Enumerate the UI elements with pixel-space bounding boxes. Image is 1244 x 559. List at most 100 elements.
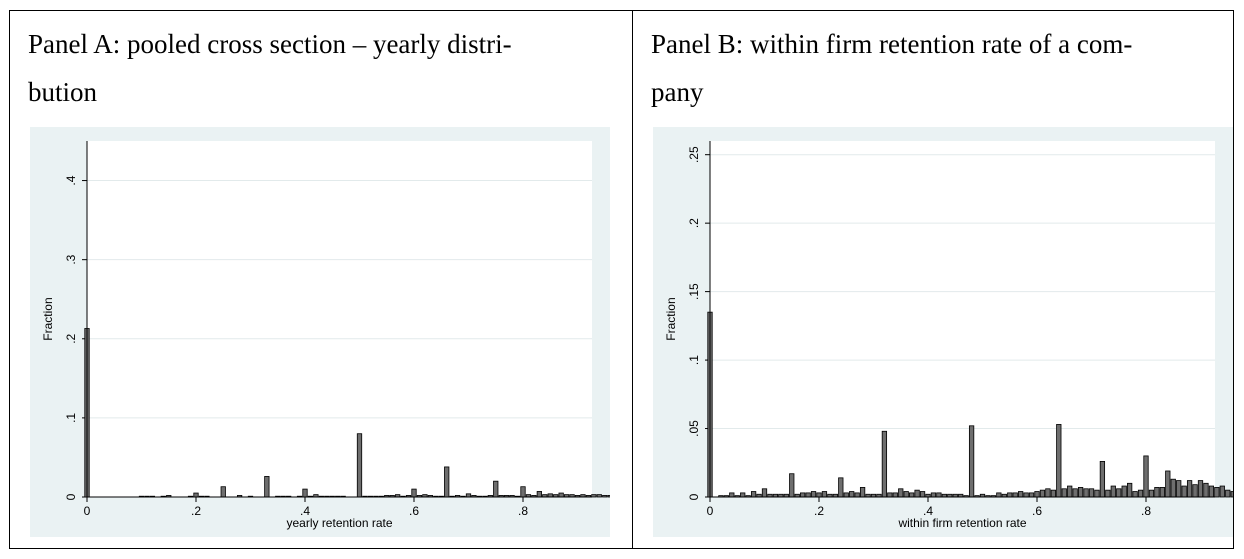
panel-b-bar (1176, 480, 1182, 498)
panel-a-y-tick-label: .4 (64, 175, 78, 185)
panel-b: Panel B: within firm retention rate of a… (633, 11, 1233, 548)
panel-b-bar (1007, 492, 1013, 498)
panel-b-bar (936, 492, 942, 498)
panel-b-bar (1197, 480, 1204, 498)
panel-b-bar (1137, 489, 1144, 498)
panel-b-bar (1170, 478, 1176, 498)
panel-b-bar (919, 491, 926, 498)
panel-b-y-tick-label: .25 (687, 146, 701, 163)
panel-b-bar (1072, 488, 1078, 498)
panel-b-caption-line2: pany (651, 77, 704, 107)
panel-a-bar (493, 480, 499, 498)
panel-b-bar (1208, 485, 1215, 498)
panel-b-bar (881, 430, 888, 498)
panel-b-bar (1159, 487, 1165, 498)
panel-b-y-tick-label: .15 (687, 283, 701, 300)
panel-b-x-tick-label: .2 (814, 504, 824, 518)
panel-b-x-tick-label: .6 (1032, 504, 1042, 518)
panel-b-bar (968, 425, 975, 498)
panel-a-y-tick-label: .1 (64, 413, 78, 423)
panel-a-bar (602, 495, 608, 498)
panel-b-x-tick-label: .4 (923, 504, 933, 518)
panel-a-y-axis-title: Fraction (41, 297, 55, 340)
panel-b-bar (887, 492, 893, 498)
panel-b-bar (740, 492, 746, 498)
panel-b-bar (1099, 460, 1106, 498)
panel-b-bar (843, 492, 849, 498)
panel-b-bar (816, 492, 822, 498)
panel-a-caption: Panel A: pooled cross section – yearly d… (28, 20, 608, 116)
panel-b-bar (1230, 491, 1233, 498)
panel-b-bar (1105, 489, 1111, 498)
panel-b-bar (805, 492, 811, 498)
panel-b-bar (1214, 487, 1220, 498)
panel-b-bar (859, 487, 866, 498)
panel-a-y-tick-label: 0 (64, 493, 78, 500)
panel-b-bar (789, 473, 795, 498)
panel-b-bar (1083, 488, 1089, 498)
panel-b-bar (750, 491, 757, 498)
panel-b-bar (849, 491, 855, 498)
panel-a-bar (302, 488, 308, 498)
panel-b-bar (1181, 485, 1187, 498)
panel-b-bar (892, 492, 898, 498)
panel-b-bar (838, 477, 844, 498)
panel-b-bar (1192, 484, 1198, 498)
panel-divider (632, 11, 633, 548)
panel-a-bar (591, 494, 597, 498)
panel-a-bar (558, 492, 564, 498)
panel-b-bar (854, 492, 860, 498)
panel-b-bar (1186, 480, 1193, 498)
panel-a-x-tick-label: 0 (84, 504, 91, 518)
panel-a-bar (220, 486, 226, 498)
panel-b-bar (1116, 488, 1122, 498)
panel-b-bar (1088, 488, 1095, 498)
panel-b-bar (1143, 455, 1149, 498)
panel-b-caption-line1: Panel B: within firm retention rate of a… (651, 29, 1133, 59)
panel-b-y-tick-label: .05 (687, 420, 701, 437)
panel-b-y-axis-title: Fraction (664, 297, 678, 340)
panel-b-bar (1110, 485, 1116, 498)
panel-b-y-tick-label: .2 (687, 218, 701, 228)
panel-b-bar (909, 492, 915, 498)
panel-b-x-axis-title: within firm retention rate (897, 516, 1026, 530)
panel-a-plot-area (87, 141, 592, 497)
panel-b-bar (810, 491, 817, 498)
panel-b-bar (1225, 489, 1231, 498)
panel-b-y-tick-label: 0 (687, 493, 701, 500)
panel-b-bar (1132, 491, 1138, 498)
panel-b-bar (821, 491, 828, 498)
panel-b-bar (1056, 424, 1062, 498)
panel-a-x-tick-label: .6 (409, 504, 419, 518)
panel-b-bar (729, 492, 735, 498)
panel-a-caption-line2: bution (28, 77, 98, 107)
figure-table: Panel A: pooled cross section – yearly d… (9, 10, 1234, 549)
panel-b-bar (1154, 487, 1160, 498)
panel-b-bar (1039, 489, 1046, 498)
panel-b-bar (1018, 491, 1024, 498)
panel-b-plot-area (710, 141, 1215, 497)
panel-b-bar (898, 488, 904, 498)
panel-b-bar (1034, 491, 1040, 498)
panel-a-bar (356, 433, 363, 498)
panel-a-x-axis-title: yearly retention rate (286, 516, 392, 530)
panel-b-bar (1121, 485, 1127, 498)
panel-a-x-tick-label: .2 (191, 504, 201, 518)
panel-b-bar (1061, 488, 1067, 498)
panel-b-bar (914, 489, 920, 498)
panel-a-y-tick-label: .2 (64, 333, 78, 343)
panel-b-bar (1165, 470, 1171, 498)
panel-b-bar (761, 488, 768, 498)
panel-b-bar (1127, 482, 1133, 498)
panel-a-bar (596, 494, 602, 498)
panel-b-x-tick-label: .8 (1141, 504, 1151, 518)
panel-b-bar (1012, 492, 1018, 498)
panel-b-y-tick-label: .1 (687, 355, 701, 365)
panel-b-histogram: 0.05.1.15.2.250.2.4.6.81within firm rete… (653, 127, 1233, 537)
panel-a-x-tick-label: .8 (518, 504, 528, 518)
panel-a-bar (520, 486, 526, 498)
panel-b-bar (1050, 489, 1056, 498)
panel-b-bar (800, 492, 806, 498)
panel-b-bar (1148, 489, 1155, 498)
panel-a-histogram: 0.1.2.3.40.2.4.6.81yearly retention rate… (30, 127, 610, 537)
